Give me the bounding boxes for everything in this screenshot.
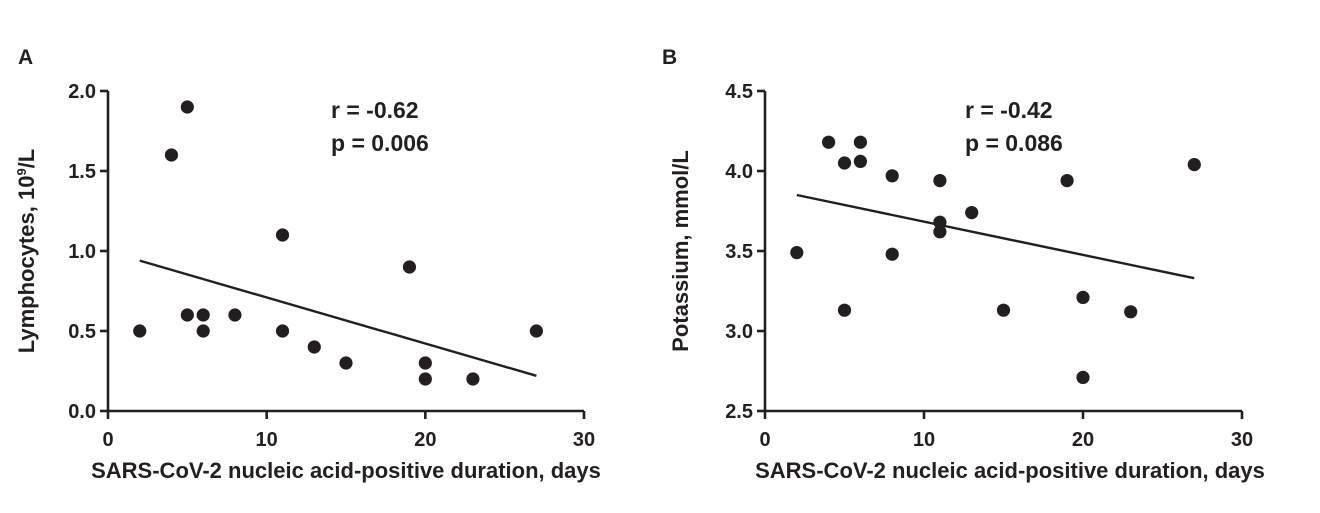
panel-a-axes: 0.0 0.5 1.0 1.5 2.0 0 10 20 30 (68, 81, 595, 451)
panel-b-data-point (996, 303, 1011, 317)
panel-a-data-point (402, 260, 417, 274)
panel-b-y-tick-label: 3.5 (725, 241, 753, 263)
panel-a-data-point (418, 372, 432, 386)
panel-a-x-ticks: 0 10 20 30 (102, 411, 595, 451)
panel-a-data-point (275, 324, 290, 338)
panel-b-data-point (933, 225, 947, 239)
panel-b-x-axis-title: SARS-CoV-2 nucleic acid-positive duratio… (755, 458, 1265, 483)
panel-b-data-point (885, 247, 899, 261)
panel-b-y-axis-title-text: Potassium, mmol/L (668, 150, 693, 352)
panel-b-data-point (837, 156, 852, 170)
panel-a-x-tick-label: 20 (414, 429, 436, 451)
panel-a-y-tick-label: 0.0 (68, 401, 96, 423)
panel-a-data-point (164, 148, 179, 162)
panel-label-a: A (18, 46, 33, 69)
panel-label-b: B (662, 46, 677, 69)
panel-a-data-point (418, 356, 432, 370)
panel-b-data-point (853, 154, 868, 168)
panel-a-y-axis-title: Lymphocytes, 109/L (14, 149, 39, 354)
panel-b-data-point (837, 303, 852, 317)
panel-b-x-tick-label: 10 (913, 429, 935, 451)
panel-b-y-axis-title: Potassium, mmol/L (668, 150, 693, 352)
panel-b-p-value: p = 0.086 (965, 130, 1063, 156)
panel-a-y-axis-title-suffix: /L (14, 149, 39, 169)
panel-a-y-tick-label: 1.0 (68, 241, 96, 263)
panel-a-y-tick-label: 1.5 (68, 161, 96, 183)
panel-a-x-tick-label: 10 (256, 429, 278, 451)
panel-b-points (790, 135, 1201, 384)
panel-a-x-tick-label: 30 (573, 429, 595, 451)
panel-a-regression-line (139, 259, 537, 377)
panel-a-y-tick-label: 2.0 (68, 81, 96, 103)
panel-a-data-point (180, 308, 194, 322)
panel-a-y-axis-title-superscript: 9 (14, 168, 29, 175)
panel-b-data-point (853, 135, 868, 149)
panel-a-data-point (228, 308, 242, 322)
panel-b-data-point (1124, 305, 1138, 319)
panel-a-x-tick-label: 0 (102, 429, 113, 451)
panel-a-data-point (196, 324, 210, 338)
panel-b-regression-line (796, 193, 1195, 280)
panel-a-y-ticks: 0.0 0.5 1.0 1.5 2.0 (68, 81, 108, 423)
panel-b-data-point (822, 135, 836, 149)
panel-a-data-point (466, 372, 480, 386)
panel-a-p-value: p = 0.006 (331, 130, 429, 156)
panel-b-x-tick-label: 20 (1072, 429, 1094, 451)
panel-a-y-tick-label: 0.5 (68, 321, 96, 343)
panel-b-data-point (933, 215, 947, 229)
panel-b-x-tick-label: 0 (759, 429, 770, 451)
panel-b-correlation-r: r = -0.42 (965, 97, 1053, 123)
panel-b-data-point (1076, 290, 1090, 304)
panel-b-fit-layer (796, 193, 1195, 280)
panel-b-axes: 2.5 3.0 3.5 4.0 4.5 0 10 20 30 (725, 81, 1253, 451)
panel-a-x-axis-title: SARS-CoV-2 nucleic acid-positive duratio… (91, 458, 601, 483)
panel-b-data-point (933, 174, 947, 188)
panel-b-y-tick-label: 2.5 (725, 401, 753, 423)
panel-b: B 2.5 3.0 3.5 4.0 4.5 0 10 20 30 Potassium, mmo… (662, 46, 1265, 483)
panel-a-data-point (275, 228, 290, 242)
panel-b-data-point (885, 169, 899, 183)
panel-b-y-tick-label: 4.5 (725, 81, 753, 103)
panel-a-data-point (133, 324, 147, 338)
panel-b-data-point (965, 206, 979, 220)
panel-a-points (133, 100, 544, 386)
panel-a-data-point (529, 324, 544, 338)
panel-a-data-point (307, 340, 321, 354)
panel-a-data-point (180, 100, 194, 114)
panel-a-y-axis-title-text: Lymphocytes, 10 (14, 176, 39, 354)
panel-a-correlation-r: r = -0.62 (331, 97, 419, 123)
panel-b-x-ticks: 0 10 20 30 (759, 411, 1253, 451)
panel-b-data-point (1187, 158, 1201, 172)
panel-a-data-point (196, 308, 210, 322)
panel-b-y-ticks: 2.5 3.0 3.5 4.0 4.5 (725, 81, 765, 423)
panel-b-y-tick-label: 4.0 (725, 161, 753, 183)
panel-b-data-point (1076, 370, 1090, 384)
panel-b-y-tick-label: 3.0 (725, 321, 753, 343)
panel-a-data-point (339, 356, 353, 370)
panel-a: A 0.0 0.5 1.0 1.5 2.0 0 10 20 30 Lymphocytes, 1… (14, 46, 601, 483)
panel-b-data-point (790, 246, 804, 260)
panel-b-x-tick-label: 30 (1231, 429, 1253, 451)
panel-b-data-point (1060, 174, 1074, 188)
panel-a-fit-layer (139, 259, 537, 377)
